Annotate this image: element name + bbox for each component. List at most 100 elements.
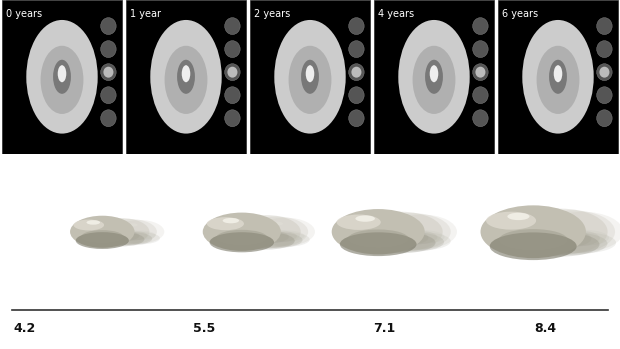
Ellipse shape — [70, 216, 135, 248]
Text: 5.5: 5.5 — [193, 322, 216, 335]
Ellipse shape — [244, 216, 308, 247]
Ellipse shape — [499, 229, 567, 250]
Ellipse shape — [306, 65, 314, 82]
Ellipse shape — [164, 46, 208, 114]
Ellipse shape — [100, 41, 116, 58]
Ellipse shape — [177, 60, 195, 94]
Ellipse shape — [87, 220, 100, 225]
Ellipse shape — [374, 213, 451, 250]
Ellipse shape — [536, 46, 580, 114]
Ellipse shape — [244, 230, 289, 243]
Ellipse shape — [430, 65, 438, 82]
Ellipse shape — [549, 60, 567, 94]
Ellipse shape — [127, 223, 138, 227]
Ellipse shape — [596, 41, 612, 58]
Ellipse shape — [210, 232, 274, 252]
Ellipse shape — [100, 18, 116, 35]
Ellipse shape — [542, 212, 620, 252]
Ellipse shape — [53, 60, 71, 94]
Ellipse shape — [107, 222, 119, 226]
Ellipse shape — [522, 20, 594, 134]
Text: 2 years: 2 years — [254, 9, 290, 19]
Ellipse shape — [40, 46, 84, 114]
Ellipse shape — [563, 217, 580, 223]
Ellipse shape — [352, 67, 361, 78]
Ellipse shape — [368, 232, 435, 253]
Ellipse shape — [472, 41, 488, 58]
Ellipse shape — [95, 221, 123, 231]
Ellipse shape — [515, 209, 608, 255]
Ellipse shape — [382, 217, 399, 223]
Ellipse shape — [490, 232, 577, 260]
Bar — [250, 0, 370, 154]
Ellipse shape — [100, 64, 116, 81]
Ellipse shape — [232, 215, 301, 248]
Ellipse shape — [73, 220, 104, 230]
Ellipse shape — [115, 220, 164, 244]
Ellipse shape — [348, 87, 364, 104]
Ellipse shape — [340, 232, 417, 256]
Ellipse shape — [207, 217, 244, 230]
Ellipse shape — [348, 18, 364, 35]
Ellipse shape — [104, 67, 113, 78]
Ellipse shape — [596, 87, 612, 104]
Ellipse shape — [228, 67, 237, 78]
Ellipse shape — [412, 46, 456, 114]
Ellipse shape — [404, 220, 419, 224]
Ellipse shape — [76, 232, 129, 249]
Ellipse shape — [596, 110, 612, 127]
Ellipse shape — [348, 230, 409, 247]
Ellipse shape — [150, 20, 222, 134]
Ellipse shape — [100, 110, 116, 127]
Ellipse shape — [236, 219, 268, 230]
Ellipse shape — [337, 215, 381, 230]
Ellipse shape — [224, 64, 240, 81]
Ellipse shape — [381, 232, 444, 252]
Ellipse shape — [247, 220, 278, 231]
Text: 4 years: 4 years — [378, 9, 414, 19]
Ellipse shape — [117, 223, 128, 226]
Ellipse shape — [260, 221, 273, 225]
Ellipse shape — [100, 87, 116, 104]
Ellipse shape — [348, 64, 364, 81]
Ellipse shape — [104, 219, 157, 244]
Text: 8.4: 8.4 — [534, 322, 557, 335]
Ellipse shape — [554, 65, 562, 82]
Text: 7.1: 7.1 — [373, 322, 396, 335]
Ellipse shape — [472, 18, 488, 35]
Ellipse shape — [26, 20, 98, 134]
Ellipse shape — [476, 67, 485, 78]
Bar — [374, 0, 494, 154]
Ellipse shape — [348, 110, 364, 127]
Ellipse shape — [531, 229, 591, 248]
Ellipse shape — [266, 230, 304, 242]
Ellipse shape — [81, 230, 123, 243]
Ellipse shape — [388, 230, 437, 245]
Ellipse shape — [113, 230, 148, 240]
Ellipse shape — [270, 222, 283, 225]
Ellipse shape — [361, 212, 443, 252]
Ellipse shape — [394, 218, 410, 224]
Ellipse shape — [507, 213, 529, 220]
Ellipse shape — [425, 60, 443, 94]
Ellipse shape — [543, 230, 600, 247]
Ellipse shape — [332, 209, 425, 254]
Text: 4.2: 4.2 — [14, 322, 36, 335]
Bar — [126, 0, 246, 154]
Ellipse shape — [486, 212, 536, 230]
Ellipse shape — [97, 232, 144, 246]
Ellipse shape — [224, 41, 240, 58]
Ellipse shape — [551, 216, 569, 222]
Ellipse shape — [472, 87, 488, 104]
Ellipse shape — [259, 221, 287, 231]
Ellipse shape — [224, 87, 240, 104]
Ellipse shape — [301, 60, 319, 94]
Ellipse shape — [596, 64, 612, 81]
Text: 1 year: 1 year — [130, 9, 161, 19]
Ellipse shape — [520, 214, 564, 230]
Ellipse shape — [108, 232, 152, 245]
Ellipse shape — [472, 110, 488, 127]
Ellipse shape — [549, 232, 616, 253]
Ellipse shape — [260, 232, 310, 247]
Ellipse shape — [182, 65, 190, 82]
